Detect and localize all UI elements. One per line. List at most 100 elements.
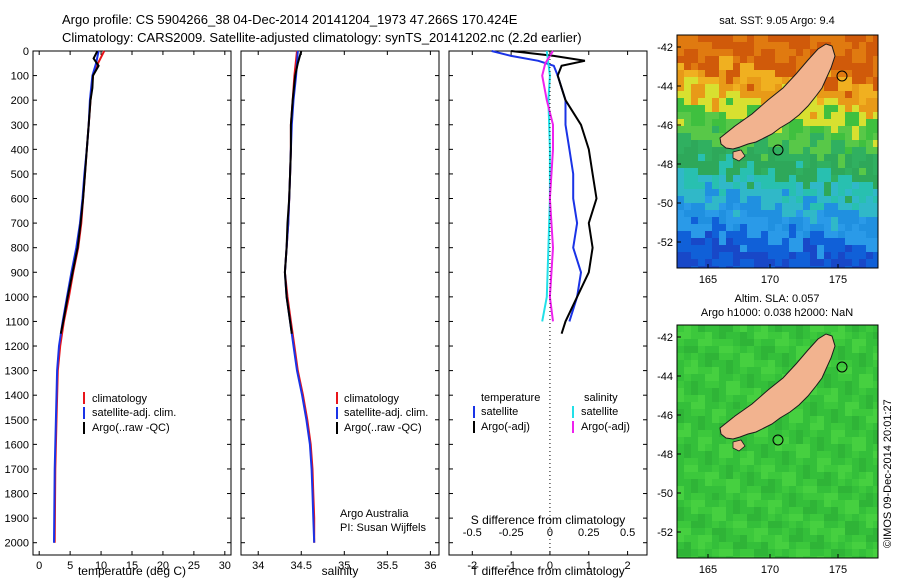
depth-tick-label: 1700 — [5, 464, 29, 476]
legend-label-satellite: satellite-adj. clim. — [92, 407, 176, 419]
lat-tick-label: -42 — [657, 332, 673, 344]
reference-marker — [836, 361, 848, 373]
temperature-legend: climatology satellite-adj. clim. Argo(..… — [83, 392, 176, 434]
legend-label-s-satellite: satellite — [581, 406, 618, 418]
legend-title-temperature: temperature — [481, 392, 540, 404]
lon-tick-label: 175 — [829, 564, 847, 576]
sla-colour-field — [677, 325, 878, 558]
depth-tick-label: 700 — [11, 218, 29, 230]
series-line-argo-raw-qc- — [283, 50, 303, 334]
credit-line1: Argo Australia — [340, 508, 409, 520]
series-line-temperature-argo-adj- — [510, 50, 598, 335]
depth-tick-label: 300 — [11, 120, 29, 132]
lat-tick-label: -48 — [657, 449, 673, 461]
x-tick-label: -2 — [467, 560, 477, 572]
legend-label-t-argo: Argo(-adj) — [481, 421, 530, 433]
x-tick-label: 35.5 — [377, 560, 398, 572]
depth-tick-label: 100 — [11, 71, 29, 83]
legend-label-t-satellite: satellite — [481, 406, 518, 418]
depth-tick-label: 900 — [11, 267, 29, 279]
new-zealand-land — [719, 333, 836, 440]
imos-watermark: ©IMOS 09-Dec-2014 20:01:27 — [882, 399, 894, 548]
new-zealand-land — [719, 43, 836, 150]
lat-tick-label: -46 — [657, 410, 673, 422]
depth-tick-label: 800 — [11, 243, 29, 255]
x-tick-label: 0 — [547, 560, 553, 572]
x-tick-label: 35 — [338, 560, 350, 572]
s-diff-axis-label: S difference from climatology — [471, 513, 626, 527]
salinity-axis-label: salinity — [322, 564, 359, 578]
s-diff-tick-label: 0.5 — [620, 527, 635, 539]
x-tick-label: 1 — [586, 560, 592, 572]
lat-tick-label: -50 — [657, 198, 673, 210]
lon-tick-label: 175 — [829, 274, 847, 286]
depth-tick-label: 1600 — [5, 439, 29, 451]
stewart-island — [732, 149, 746, 162]
lon-tick-label: 170 — [761, 274, 779, 286]
credit-line2: PI: Susan Wijffels — [340, 522, 426, 534]
t-diff-axis-label: T difference from climatology — [471, 564, 625, 578]
sla-map-title-line2: Argo h1000: 0.038 h2000: NaN — [701, 307, 853, 319]
s-diff-tick-label: 0.25 — [578, 527, 599, 539]
reference-marker — [836, 70, 848, 82]
legend-label-argo: Argo(..raw -QC) — [344, 422, 422, 434]
depth-tick-label: 1000 — [5, 292, 29, 304]
s-diff-tick-label: 0 — [547, 527, 553, 539]
sst-colour-field — [677, 35, 878, 268]
legend-label-s-argo: Argo(-adj) — [581, 421, 630, 433]
lat-tick-label: -42 — [657, 42, 673, 54]
figure-title-line1: Argo profile: CS 5904266_38 04-Dec-2014 … — [62, 12, 518, 27]
lon-tick-label: 170 — [761, 564, 779, 576]
x-tick-label: 34 — [252, 560, 264, 572]
depth-tick-label: 1800 — [5, 489, 29, 501]
temperature-axis-label: temperature (deg C) — [78, 564, 186, 578]
lat-tick-label: -52 — [657, 237, 673, 249]
difference-legend: temperature salinity satellite Argo(-adj… — [473, 392, 630, 433]
salinity-panel — [240, 50, 440, 556]
depth-tick-label: 0 — [23, 46, 29, 58]
argo-position-marker — [772, 144, 784, 156]
sla-map — [676, 324, 879, 559]
x-tick-label: 15 — [126, 560, 138, 572]
series-line-salinity-argo-adj- — [541, 50, 555, 322]
lat-tick-label: -52 — [657, 527, 673, 539]
series-line-argo-raw-qc- — [59, 50, 100, 334]
lat-tick-label: -44 — [657, 81, 673, 93]
sla-map-frame — [676, 324, 879, 559]
legend-label-climatology: climatology — [344, 393, 400, 405]
x-tick-label: 20 — [157, 560, 169, 572]
depth-tick-label: 1200 — [5, 341, 29, 353]
x-tick-label: 25 — [188, 560, 200, 572]
depth-tick-label: 600 — [11, 194, 29, 206]
legend-title-salinity: salinity — [584, 392, 618, 404]
depth-tick-label: 1100 — [5, 316, 29, 328]
x-tick-label: 10 — [95, 560, 107, 572]
x-tick-label: 36 — [424, 560, 436, 572]
lat-tick-label: -46 — [657, 120, 673, 132]
s-diff-tick-label: -0.25 — [499, 527, 524, 539]
lat-tick-label: -48 — [657, 159, 673, 171]
lat-tick-label: -50 — [657, 488, 673, 500]
stewart-island — [732, 439, 746, 452]
temperature-panel — [32, 50, 232, 556]
figure-title-line2: Climatology: CARS2009. Satellite-adjuste… — [62, 30, 582, 45]
depth-tick-label: 2000 — [5, 538, 29, 550]
ticks-layer: 0100200300400500600700800900100011001200… — [5, 46, 647, 572]
lon-tick-label: 165 — [699, 564, 717, 576]
argo-position-marker — [772, 434, 784, 446]
legend-label-satellite: satellite-adj. clim. — [344, 407, 428, 419]
sst-map — [676, 34, 879, 269]
sla-map-title-line1: Altim. SLA: 0.057 — [735, 293, 820, 305]
profile-lines-layer — [53, 50, 598, 543]
x-tick-label: 5 — [67, 560, 73, 572]
depth-tick-label: 200 — [11, 95, 29, 107]
x-tick-label: 34.5 — [291, 560, 312, 572]
difference-panel — [448, 50, 648, 556]
x-tick-label: 0 — [36, 560, 42, 572]
x-tick-label: 30 — [219, 560, 231, 572]
depth-tick-label: 1900 — [5, 513, 29, 525]
sst-map-frame — [676, 34, 879, 269]
depth-tick-label: 1400 — [5, 390, 29, 402]
depth-tick-label: 1500 — [5, 415, 29, 427]
